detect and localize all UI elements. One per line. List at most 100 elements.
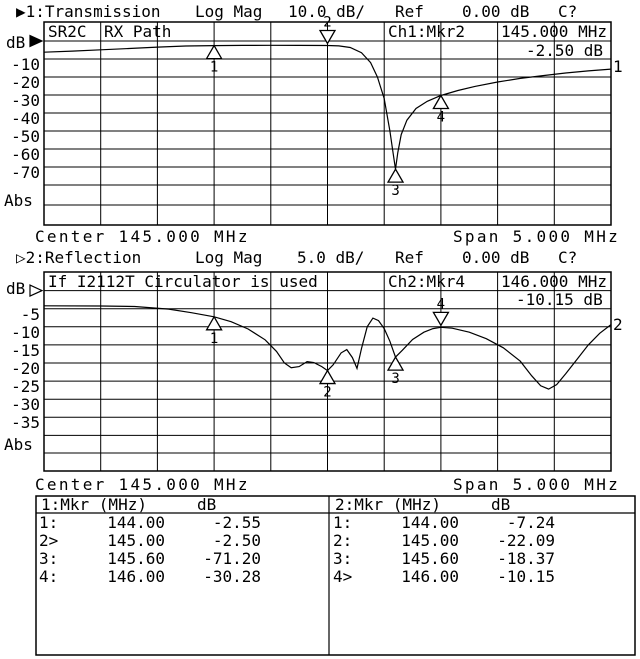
marker-frequency: 145.60 bbox=[401, 549, 459, 568]
ch1-marker-4 bbox=[432, 94, 450, 110]
marker-number: 1: bbox=[39, 513, 59, 532]
marker-frequency: 146.00 bbox=[401, 567, 459, 586]
ch2-scale-value: 5.0 dB/ bbox=[297, 248, 365, 267]
ch1-ytick: -60 bbox=[11, 145, 40, 164]
ch2-span: Span 5.000 MHz bbox=[453, 475, 621, 494]
ch2-trace-title: If I2112T Circulator is used bbox=[48, 272, 318, 291]
ch2-marker-amplitude: -10.15 dB bbox=[516, 290, 603, 309]
ch1-ref-level-marker bbox=[29, 34, 44, 48]
marker-table-row: 2> 145.00 -2.50 bbox=[39, 533, 261, 549]
marker-value: -7.24 bbox=[506, 513, 555, 532]
marker-table-row: 3: 145.60 -71.20 bbox=[39, 551, 261, 567]
marker-table-row: 3: 145.60 -18.37 bbox=[333, 551, 555, 567]
ch2-y-axis-unit: dB bbox=[6, 279, 26, 298]
ch2-marker-1 bbox=[205, 315, 223, 331]
marker-frequency: 144.00 bbox=[107, 513, 165, 532]
ch1-ytick: -20 bbox=[11, 73, 40, 92]
ch1-trace-title-1: SR2C bbox=[48, 22, 87, 41]
ch2-abs-label: Abs bbox=[4, 435, 33, 454]
ch2-marker-3 bbox=[386, 355, 405, 371]
marker-number: 4> bbox=[333, 567, 353, 586]
marker-table-row: 1: 144.00 -2.55 bbox=[39, 515, 261, 531]
marker-number: 4: bbox=[39, 567, 59, 586]
ch2-marker-label-2: 2 bbox=[323, 385, 331, 401]
ch2-title: ▷2:Reflection bbox=[16, 248, 142, 267]
ch1-ytick: -70 bbox=[11, 163, 40, 182]
ch2-ytick: -30 bbox=[11, 395, 40, 414]
ch1-marker-frequency: 145.000 MHz bbox=[501, 22, 607, 41]
ch2-ytick: -20 bbox=[11, 359, 40, 378]
ch1-marker-readout: Ch1:Mkr2 bbox=[388, 22, 466, 41]
ch2-ytick: -25 bbox=[11, 377, 40, 396]
ch2-marker-label-3: 3 bbox=[391, 371, 399, 387]
ch1-ref-label: Ref bbox=[395, 2, 424, 21]
marker-value: -18.37 bbox=[497, 549, 555, 568]
ch1-ytick: -30 bbox=[11, 91, 40, 110]
marker-table-col1-unit: dB bbox=[197, 495, 217, 514]
ch1-y-axis-unit: dB bbox=[6, 33, 26, 52]
marker-table-col2-header: 2:Mkr (MHz) bbox=[335, 495, 441, 514]
ch1-span: Span 5.000 MHz bbox=[453, 227, 621, 246]
ch1-marker-3 bbox=[386, 167, 405, 183]
ch1-scale-value: 10.0 dB/ bbox=[288, 2, 366, 21]
marker-table-row: 4> 146.00 -10.15 bbox=[333, 569, 555, 585]
marker-table-row: 4: 146.00 -30.28 bbox=[39, 569, 261, 585]
ch2-marker-readout: Ch2:Mkr4 bbox=[388, 272, 466, 291]
ch2-ytick: -15 bbox=[11, 341, 40, 360]
ch2-center-frequency: Center 145.000 MHz bbox=[35, 475, 250, 494]
marker-number: 1: bbox=[333, 513, 353, 532]
marker-table-col2-unit: dB bbox=[491, 495, 511, 514]
marker-value: -30.28 bbox=[203, 567, 261, 586]
ch1-marker-label-1: 1 bbox=[210, 60, 218, 76]
ch1-marker-1 bbox=[205, 44, 223, 60]
ch2-format-label: Log Mag bbox=[195, 248, 263, 267]
ch2-marker-frequency: 146.000 MHz bbox=[501, 272, 607, 291]
ch1-trace-title-2: RX Path bbox=[104, 22, 172, 41]
ch2-ref-level-marker bbox=[29, 284, 44, 298]
ch2-ytick: -5 bbox=[20, 305, 40, 324]
marker-value: -2.50 bbox=[212, 531, 261, 550]
marker-table-row: 1: 144.00 -7.24 bbox=[333, 515, 555, 531]
ch1-ytick: -40 bbox=[11, 109, 40, 128]
ch2-cal-status: C? bbox=[558, 248, 578, 267]
marker-value: -10.15 bbox=[497, 567, 555, 586]
ch2-ytick: -10 bbox=[11, 323, 40, 342]
marker-value: -22.09 bbox=[497, 531, 555, 550]
marker-frequency: 146.00 bbox=[107, 567, 165, 586]
ch1-abs-label: Abs bbox=[4, 191, 33, 210]
ch1-ytick: -50 bbox=[11, 127, 40, 146]
marker-frequency: 145.00 bbox=[401, 531, 459, 550]
ch2-marker-label-4: 4 bbox=[437, 296, 445, 312]
marker-value: -2.55 bbox=[212, 513, 261, 532]
marker-table-row: 2: 145.00 -22.09 bbox=[333, 533, 555, 549]
ch1-ytick: -10 bbox=[11, 55, 40, 74]
marker-value: -71.20 bbox=[203, 549, 261, 568]
ch1-marker-2-active bbox=[318, 29, 337, 45]
ch1-trace bbox=[43, 44, 612, 170]
ch2-trace bbox=[43, 305, 612, 390]
marker-frequency: 145.00 bbox=[107, 531, 165, 550]
ch1-ref-value: 0.00 dB bbox=[462, 2, 530, 21]
ch1-curve-label: 1 bbox=[613, 57, 623, 76]
ch1-cal-status: C? bbox=[558, 2, 578, 21]
ch2-ref-label: Ref bbox=[395, 248, 424, 267]
marker-number: 2> bbox=[39, 531, 59, 550]
marker-number: 2: bbox=[333, 531, 353, 550]
marker-frequency: 144.00 bbox=[401, 513, 459, 532]
ch2-marker-label-1: 1 bbox=[210, 331, 218, 347]
ch1-format-label: Log Mag bbox=[195, 2, 263, 21]
ch2-curve-label: 2 bbox=[613, 315, 623, 334]
marker-table-col1-header: 1:Mkr (MHz) bbox=[41, 495, 147, 514]
ch2-marker-2 bbox=[318, 369, 337, 385]
marker-frequency: 145.60 bbox=[107, 549, 165, 568]
ch1-gridlines bbox=[44, 22, 611, 225]
ch2-marker-4-active bbox=[432, 311, 450, 327]
ch1-marker-label-4: 4 bbox=[437, 110, 445, 126]
ch2-gridlines bbox=[44, 272, 611, 471]
marker-number: 3: bbox=[39, 549, 59, 568]
ch2-ytick: -35 bbox=[11, 413, 40, 432]
marker-table-border bbox=[35, 495, 636, 656]
ch1-marker-label-3: 3 bbox=[391, 183, 399, 199]
